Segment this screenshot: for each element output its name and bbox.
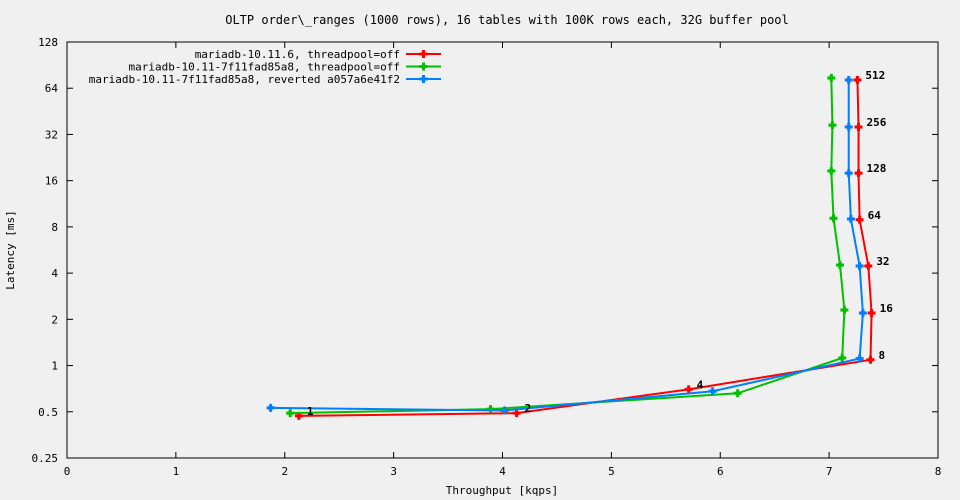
y-tick-label: 2 bbox=[51, 313, 58, 326]
x-tick-label: 6 bbox=[717, 465, 724, 478]
data-point-dot bbox=[857, 217, 863, 223]
series-line-0 bbox=[298, 79, 873, 417]
x-tick-label: 0 bbox=[64, 465, 71, 478]
data-point-dot bbox=[502, 407, 508, 413]
x-tick-label: 7 bbox=[826, 465, 833, 478]
legend-label: mariadb-10.11-7f11fad85a8, reverted a057… bbox=[89, 73, 400, 86]
legend-marker bbox=[419, 50, 428, 58]
y-tick-label: 32 bbox=[45, 128, 58, 141]
x-tick-label: 5 bbox=[608, 465, 615, 478]
series-line-1 bbox=[290, 77, 846, 415]
data-point-dot bbox=[860, 310, 866, 316]
data-point-dot bbox=[839, 355, 845, 361]
plot-area bbox=[66, 41, 939, 459]
x-tick-label: 1 bbox=[173, 465, 180, 478]
point-label: 8 bbox=[878, 349, 885, 362]
data-point-dot bbox=[846, 77, 852, 83]
point-label: 32 bbox=[876, 255, 889, 268]
point-label: 128 bbox=[867, 162, 887, 175]
point-label: 512 bbox=[865, 69, 885, 82]
data-point-dot bbox=[865, 263, 871, 269]
data-point-dot bbox=[848, 216, 854, 222]
y-tick-label: 128 bbox=[38, 36, 58, 49]
point-label: 1 bbox=[307, 405, 314, 418]
x-tick-label: 8 bbox=[935, 465, 942, 478]
y-tick-label: 0.25 bbox=[32, 452, 59, 465]
chart-title: OLTP order\_ranges (1000 rows), 16 table… bbox=[225, 13, 789, 27]
point-label: 64 bbox=[868, 209, 882, 222]
data-point-dot bbox=[856, 170, 862, 176]
x-axis-label: Throughput [kqps] bbox=[446, 484, 559, 497]
data-point-dot bbox=[841, 307, 847, 313]
series-line-2 bbox=[270, 79, 864, 412]
data-point-dot bbox=[856, 124, 862, 130]
data-point-dot bbox=[514, 410, 520, 416]
data-point-dot bbox=[829, 122, 835, 128]
data-point-dot bbox=[846, 170, 852, 176]
x-tick-label: 4 bbox=[499, 465, 506, 478]
y-axis-label: Latency [ms] bbox=[4, 210, 17, 289]
point-label: 2 bbox=[525, 402, 532, 415]
point-label: 16 bbox=[880, 302, 894, 315]
data-point-dot bbox=[837, 262, 843, 268]
data-point-dot bbox=[867, 357, 873, 363]
data-point-dot bbox=[686, 386, 692, 392]
data-point-dot bbox=[268, 405, 274, 411]
y-tick-label: 8 bbox=[51, 221, 58, 234]
y-tick-label: 64 bbox=[45, 82, 59, 95]
y-tick-label: 0.5 bbox=[38, 406, 58, 419]
x-tick-label: 2 bbox=[281, 465, 288, 478]
data-point-dot bbox=[828, 168, 834, 174]
legend-marker bbox=[419, 75, 428, 83]
data-point-dot bbox=[710, 388, 716, 394]
legend-label: mariadb-10.11-7f11fad85a8, threadpool=of… bbox=[128, 61, 400, 74]
data-point-dot bbox=[857, 263, 863, 269]
data-point-dot bbox=[828, 75, 834, 81]
y-tick-label: 4 bbox=[51, 267, 58, 280]
legend-marker bbox=[419, 62, 428, 71]
data-point-dot bbox=[869, 310, 875, 316]
point-label: 4 bbox=[697, 378, 704, 391]
data-point-dot bbox=[830, 215, 836, 221]
data-point-dot bbox=[287, 410, 293, 416]
y-tick-label: 16 bbox=[45, 175, 58, 188]
data-point-dot bbox=[846, 124, 852, 130]
data-point-dot bbox=[857, 356, 863, 362]
data-point-dot bbox=[296, 413, 302, 419]
data-point-dot bbox=[735, 390, 741, 396]
x-tick-label: 3 bbox=[390, 465, 397, 478]
data-point-dot bbox=[854, 77, 860, 83]
y-tick-label: 1 bbox=[51, 360, 58, 373]
point-label: 256 bbox=[867, 116, 887, 129]
legend-label: mariadb-10.11.6, threadpool=off bbox=[195, 48, 400, 61]
